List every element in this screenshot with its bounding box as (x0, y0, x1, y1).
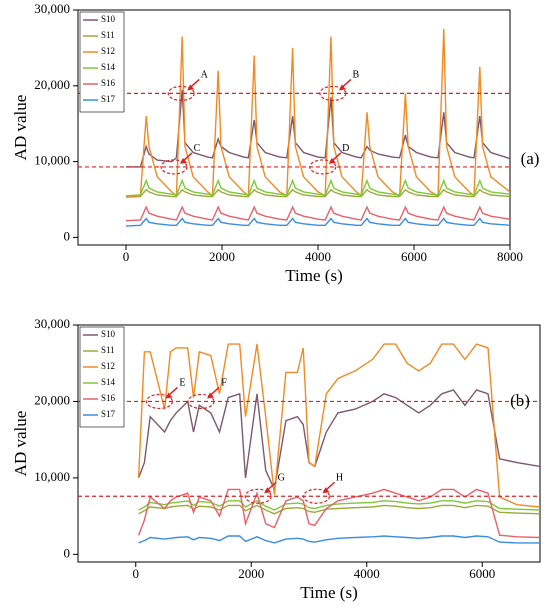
x-tick-label: 4000 (305, 249, 331, 264)
panel-label: (b) (510, 391, 530, 410)
legend: S10 S11 S12 S14 S16 S17 (79, 326, 125, 428)
legend-label: S17 (101, 409, 116, 419)
legend-label: S14 (101, 62, 116, 72)
annotation-arrowhead (338, 84, 346, 91)
legend-box (79, 326, 125, 428)
annotation-arrowhead (322, 487, 330, 494)
legend-label: S16 (101, 78, 116, 88)
annotation-label: B (353, 70, 360, 81)
series-line (138, 499, 540, 511)
annotation-arrowhead (328, 157, 336, 164)
y-tick-label: 10,000 (34, 153, 70, 168)
annotation-arrowhead (180, 157, 187, 164)
series-line (125, 178, 510, 197)
annotation-ellipse (302, 488, 331, 504)
legend-label: S12 (101, 46, 115, 56)
x-tick-label: 2000 (209, 249, 235, 264)
x-tick-label: 6000 (401, 249, 427, 264)
annotation-ellipse (244, 488, 272, 504)
legend-label: S11 (101, 30, 115, 40)
series-line (126, 89, 510, 168)
annotation-arrowhead (165, 392, 173, 399)
annotation-ellipse (160, 159, 188, 175)
x-axis-title: Time (s) (300, 583, 357, 602)
annotation-arrowhead (207, 392, 215, 399)
series-line (125, 188, 510, 198)
y-tick-label: 30,000 (34, 316, 70, 331)
panel-label: (a) (521, 149, 540, 168)
legend: S10 S11 S12 S14 S16 S17 (79, 11, 125, 113)
legend-label: S14 (101, 377, 116, 387)
annotation-ellipse (167, 85, 195, 101)
annotation-label: H (336, 473, 343, 484)
annotation-label: A (201, 70, 209, 81)
x-tick-label: 8000 (497, 249, 523, 264)
legend-label: S10 (101, 329, 116, 339)
y-tick-label: 0 (64, 228, 71, 243)
annotation-ellipse (187, 393, 215, 410)
series-line (137, 343, 540, 508)
annotation-ellipse (309, 159, 337, 175)
x-tick-label: 0 (133, 566, 140, 581)
legend-box (79, 11, 125, 113)
annotation-arrowhead (264, 487, 272, 494)
x-tick-label: 6000 (469, 566, 495, 581)
y-axis-title: AD value (11, 95, 30, 161)
annotation-label: G (278, 473, 285, 484)
annotation-ellipse (145, 393, 174, 410)
y-axis-title: AD value (11, 411, 30, 477)
y-tick-label: 10,000 (34, 469, 70, 484)
annotation-label: F (221, 378, 227, 389)
annotation-label: C (194, 143, 201, 154)
plot-frame (77, 9, 511, 246)
y-tick-label: 0 (64, 545, 71, 560)
y-tick-label: 30,000 (34, 1, 70, 16)
legend-label: S11 (101, 345, 115, 355)
legend-label: S17 (101, 94, 116, 104)
annotation-ellipse (319, 85, 347, 101)
x-axis-title: Time (s) (285, 266, 342, 285)
x-tick-label: 0 (123, 249, 130, 264)
legend-label: S12 (101, 361, 115, 371)
annotation-label: D (342, 143, 349, 154)
series-line (138, 535, 540, 544)
legend-label: S16 (101, 393, 116, 403)
annotation-label: E (179, 378, 185, 389)
series-line (137, 389, 540, 492)
x-tick-label: 2000 (238, 566, 264, 581)
legend-label: S10 (101, 14, 116, 24)
series-line (138, 504, 540, 515)
plot-frame (77, 324, 541, 563)
y-tick-label: 20,000 (34, 392, 70, 407)
annotation-arrowhead (187, 84, 195, 91)
x-tick-label: 4000 (354, 566, 380, 581)
series-line (125, 205, 510, 222)
series-line (137, 488, 540, 539)
y-tick-label: 20,000 (34, 77, 70, 92)
series-line (125, 217, 510, 227)
